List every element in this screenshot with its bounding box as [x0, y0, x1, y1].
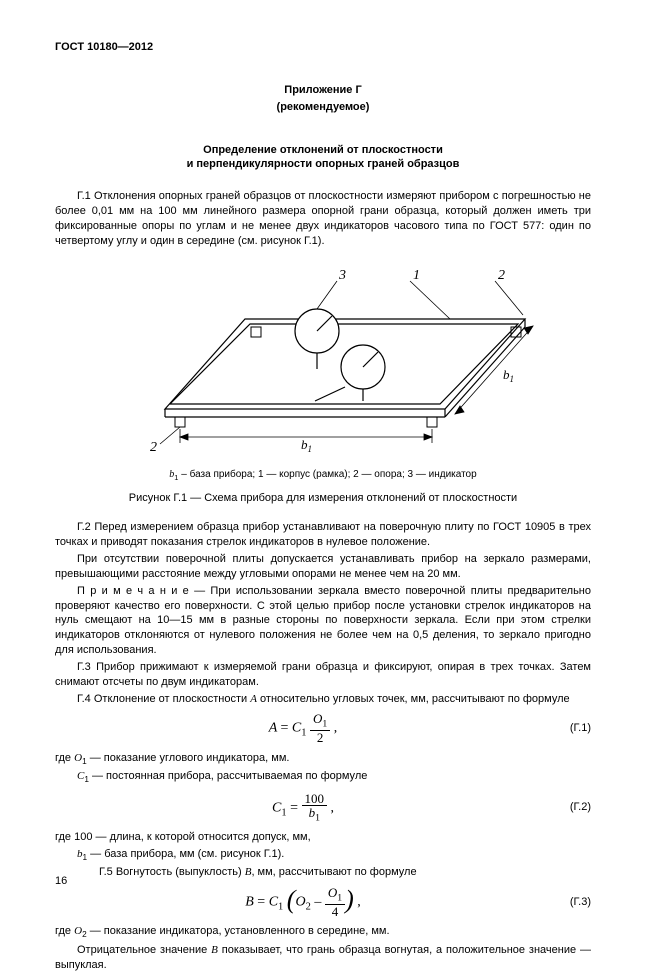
equation-g2: C1 = 100 b1 , (Г.2)	[55, 792, 591, 824]
eq2-num: (Г.2)	[551, 800, 591, 815]
fig-dim-b1-right: b1	[503, 367, 514, 384]
legend-rest: – база прибора; 1 — корпус (рамка); 2 — …	[178, 469, 476, 480]
para-end-pre: Отрицательное значение	[77, 944, 211, 956]
where-g4-l2-post: — постоянная прибора, рассчитываемая по …	[89, 770, 367, 782]
annex-title: Приложение Г	[55, 83, 591, 98]
eq3-lhs: B	[245, 894, 254, 909]
para-end: Отрицательное значение B показывает, что…	[55, 943, 591, 972]
para-g1: Г.1 Отклонения опорных граней образцов о…	[55, 189, 591, 248]
eq3-C: C	[269, 894, 278, 909]
eq2-top: 100	[302, 792, 328, 807]
where-g4-l1-post: — показание углового индикатора, мм.	[87, 752, 290, 764]
equation-g3: B = C1 ( O2 – O1 4 ) , (Г.3)	[55, 886, 591, 918]
eq3-num: (Г.3)	[551, 895, 591, 910]
eq1-den: 2	[310, 731, 330, 745]
title-line-2: и перпендикулярности опорных граней обра…	[187, 158, 460, 170]
para-g5-pre: Г.5 Вогнутость (выпуклость)	[99, 866, 245, 878]
where-prefix: где	[55, 925, 74, 937]
where-g4-l1-pre: где	[55, 752, 74, 764]
eq3-den: 4	[325, 905, 345, 919]
eq2-lhs-sub: 1	[281, 807, 286, 818]
where-g5-l1-sym: O	[74, 925, 82, 937]
para-g4-post: относительно угловых точек, мм, рассчиты…	[257, 693, 570, 705]
eq3-O1sub: 1	[337, 893, 342, 904]
eq1-C: C	[292, 721, 301, 736]
where-g42-l2: b1 — база прибора, мм (см. рисунок Г.1).	[55, 847, 591, 863]
eq1-num: (Г.1)	[551, 721, 591, 736]
para-note: П р и м е ч а н и е — При использовании …	[55, 584, 591, 658]
fig-label-3: 3	[338, 268, 346, 283]
para-g2a: При отсутствии поверочной плиты допускае…	[55, 552, 591, 582]
para-g5-post: , мм, рассчитывают по формуле	[251, 866, 416, 878]
para-g5: Г.5 Вогнутость (выпуклость) B, мм, рассч…	[55, 865, 591, 880]
figure-caption: Рисунок Г.1 — Схема прибора для измерени…	[55, 491, 591, 506]
where-g4-l1: где O1 — показание углового индикатора, …	[55, 751, 591, 767]
eq2-lhs: C	[272, 800, 281, 815]
where-g4-l2: C1 — постоянная прибора, рассчитываемая …	[55, 769, 591, 785]
sym-A: A	[250, 693, 257, 705]
eq1-O: O	[313, 711, 322, 726]
where-g5-l1-post: — показание индикатора, установленного в…	[87, 925, 390, 937]
fig-dim-b1-bottom: b1	[301, 437, 312, 454]
para-g4-pre: Г.4 Отклонение от плоскостности	[77, 693, 250, 705]
doc-header: ГОСТ 10180—2012	[55, 40, 591, 55]
eq2-den-sub: 1	[315, 813, 320, 824]
section-title: Определение отклонений от плоскостности …	[55, 143, 591, 172]
fig-label-2-top: 2	[498, 268, 505, 283]
where-g5-l1: где O2 — показание индикатора, установле…	[55, 924, 591, 940]
fig-label-1: 1	[413, 268, 420, 283]
sym-B-2: B	[211, 944, 218, 956]
eq3-O1: O	[328, 885, 337, 900]
para-g4: Г.4 Отклонение от плоскостности A относи…	[55, 692, 591, 707]
eq1-Csub: 1	[301, 728, 306, 739]
fig-label-2-bottom: 2	[150, 440, 157, 454]
where-g42-l2-post: — база прибора, мм (см. рисунок Г.1).	[87, 848, 284, 860]
eq1-lhs: A	[269, 721, 277, 736]
where-g4-l1-sym: O	[74, 752, 82, 764]
para-g3: Г.3 Прибор прижимают к измеряемой грани …	[55, 660, 591, 690]
page-number: 16	[55, 874, 67, 889]
para-g2: Г.2 Перед измерением образца прибор уста…	[55, 520, 591, 550]
figure-g1: 3 1 2 2 b1 b1	[55, 259, 591, 454]
equation-g1: A = C1 O1 2 , (Г.1)	[55, 712, 591, 744]
annex-subtitle: (рекомендуемое)	[55, 100, 591, 115]
eq1-Osub: 1	[322, 719, 327, 730]
eq3-O2: O	[295, 894, 305, 909]
eq3-O2sub: 2	[306, 901, 311, 912]
eq3-Csub: 1	[278, 901, 283, 912]
title-line-1: Определение отклонений от плоскостности	[203, 144, 443, 156]
figure-legend: b1 – база прибора; 1 — корпус (рамка); 2…	[55, 468, 591, 483]
where-g42-l1: где 100 — длина, к которой относится доп…	[55, 830, 591, 845]
